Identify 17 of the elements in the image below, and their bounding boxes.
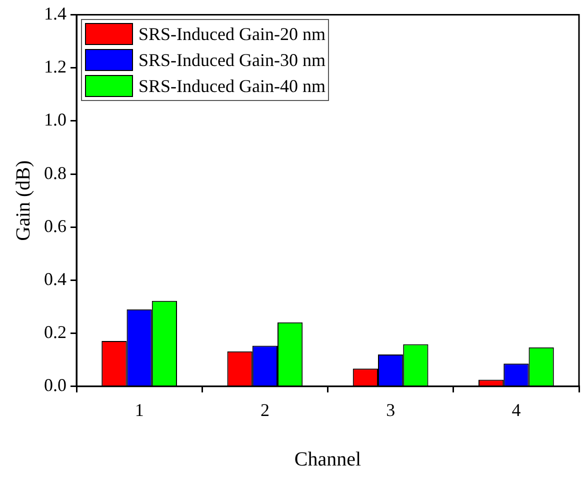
x-tick-label: 2 xyxy=(260,400,270,420)
y-tick-label: 1.2 xyxy=(44,56,66,77)
x-axis-title: Channel xyxy=(294,448,362,470)
legend-label: SRS-Induced Gain-30 nm xyxy=(138,48,326,72)
y-axis-title: Gain (dB) xyxy=(12,160,34,241)
y-tick-label: 1.0 xyxy=(44,110,66,130)
x-tick-label: 3 xyxy=(386,400,396,420)
x-tick-label: 4 xyxy=(512,400,521,420)
x-tick-label: 1 xyxy=(134,400,144,420)
y-tick-label: 0.0 xyxy=(44,375,66,396)
y-tick-label: 1.4 xyxy=(44,4,66,24)
y-tick-label: 0.6 xyxy=(44,216,66,236)
legend-label: SRS-Induced Gain-20 nm xyxy=(138,22,326,46)
y-tick-label: 0.2 xyxy=(44,322,66,342)
y-tick-label: 0.4 xyxy=(44,268,66,289)
legend-label: SRS-Induced Gain-40 nm xyxy=(138,74,326,98)
y-tick-label: 0.8 xyxy=(44,162,66,183)
